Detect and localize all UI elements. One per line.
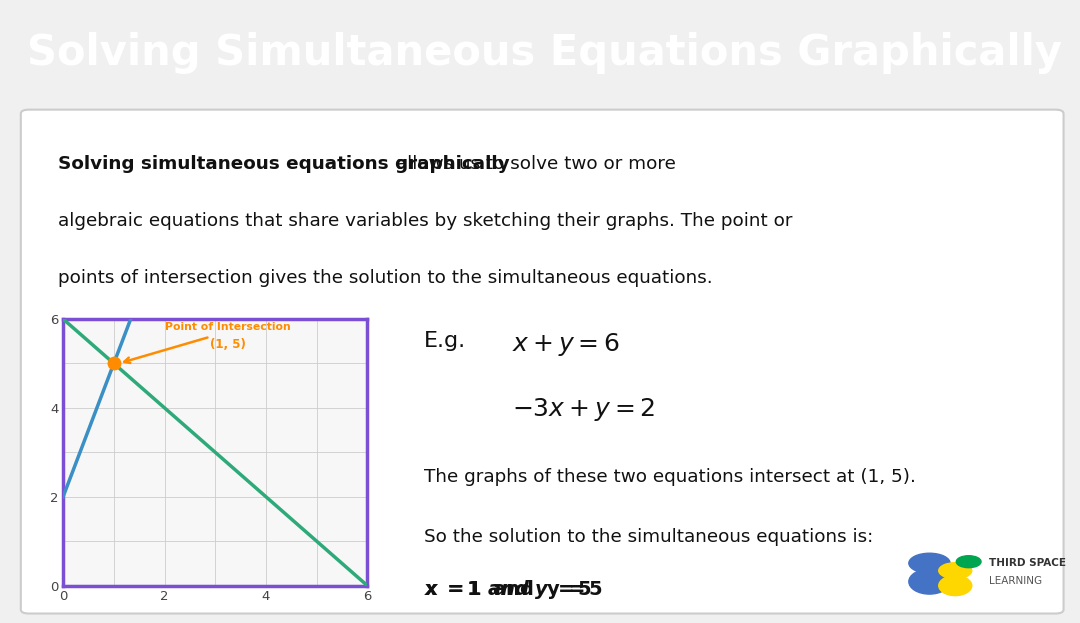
Circle shape <box>939 563 972 579</box>
Circle shape <box>909 553 950 573</box>
FancyBboxPatch shape <box>21 110 1064 614</box>
Text: (1, 5): (1, 5) <box>210 338 246 351</box>
Text: $\bfit{x}$ $\mathbf{=1}$ $\bfit{and}$ $\bfit{y}$ $\mathbf{= 5}$: $\bfit{x}$ $\mathbf{=1}$ $\bfit{and}$ $\… <box>424 578 592 601</box>
Text: THIRD SPACE: THIRD SPACE <box>989 558 1066 568</box>
Text: $\mathit{\mathbf{x}}$ $\mathbf{=1}$  $\mathit{\mathbf{and}}$  $\mathit{\mathbf{y: $\mathit{\mathbf{x}}$ $\mathbf{=1}$ $\ma… <box>424 578 604 601</box>
Text: $-3x + y = 2$: $-3x + y = 2$ <box>512 396 656 423</box>
Text: Point of Intersection: Point of Intersection <box>165 322 291 332</box>
Text: points of intersection gives the solution to the simultaneous equations.: points of intersection gives the solutio… <box>58 269 713 287</box>
Ellipse shape <box>909 569 950 594</box>
Text: algebraic equations that share variables by sketching their graphs. The point or: algebraic equations that share variables… <box>58 212 793 230</box>
Text: So the solution to the simultaneous equations is:: So the solution to the simultaneous equa… <box>424 528 874 546</box>
Text: The graphs of these two equations intersect at (1, 5).: The graphs of these two equations inters… <box>424 468 916 487</box>
Text: LEARNING: LEARNING <box>989 576 1042 586</box>
Text: allows us to solve two or more: allows us to solve two or more <box>390 155 676 173</box>
Ellipse shape <box>939 576 972 596</box>
Text: $x + y = 6$: $x + y = 6$ <box>512 331 620 358</box>
Text: Solving simultaneous equations graphically: Solving simultaneous equations graphical… <box>58 155 510 173</box>
Circle shape <box>956 556 981 568</box>
Text: E.g.: E.g. <box>424 331 467 351</box>
Text: Solving Simultaneous Equations Graphically: Solving Simultaneous Equations Graphical… <box>27 32 1062 74</box>
